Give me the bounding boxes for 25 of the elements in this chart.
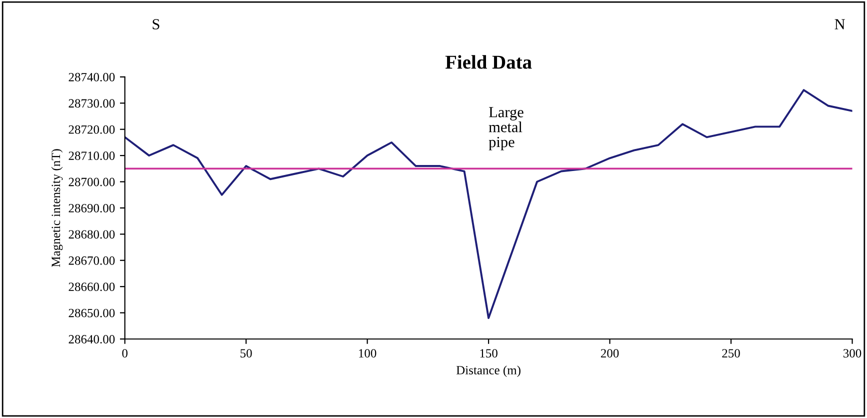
text: N — [834, 19, 845, 30]
y-tick-label: 28660.00 — [68, 282, 115, 292]
y-axis-title: Magnetic intensity (nT) — [51, 149, 63, 267]
y-tick-label: 28680.00 — [68, 230, 115, 239]
x-tick-label: 250 — [722, 349, 740, 358]
y-tick-label: 28740.00 — [68, 72, 115, 82]
y-tick-label: 28730.00 — [68, 99, 115, 108]
x-tick-label: 50 — [240, 349, 252, 358]
x-tick-label: 150 — [480, 349, 498, 358]
y-tick-label: 28640.00 — [68, 335, 115, 344]
x-tick-label: 0 — [122, 349, 128, 358]
y-tick-label: 28710.00 — [68, 152, 115, 160]
x-tick-label: 300 — [843, 349, 862, 358]
y-tick-label: 28650.00 — [68, 308, 115, 318]
chart-title: Field Data — [445, 55, 532, 69]
y-tick-label: 28720.00 — [68, 125, 115, 134]
y-tick-label: 28690.00 — [68, 204, 115, 212]
text: S — [152, 19, 160, 30]
x-axis-title: Distance (m) — [456, 366, 520, 377]
y-tick-label: 28670.00 — [68, 256, 115, 265]
x-tick-label: 100 — [359, 349, 376, 358]
line-series — [124, 89, 852, 320]
y-tick-label: 28700.00 — [68, 178, 115, 186]
annotation: Large metal pipe — [488, 107, 524, 150]
x-tick-label: 200 — [600, 349, 619, 358]
